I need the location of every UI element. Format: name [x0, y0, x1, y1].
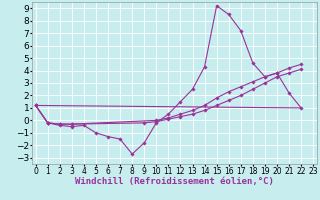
X-axis label: Windchill (Refroidissement éolien,°C): Windchill (Refroidissement éolien,°C) [75, 177, 274, 186]
